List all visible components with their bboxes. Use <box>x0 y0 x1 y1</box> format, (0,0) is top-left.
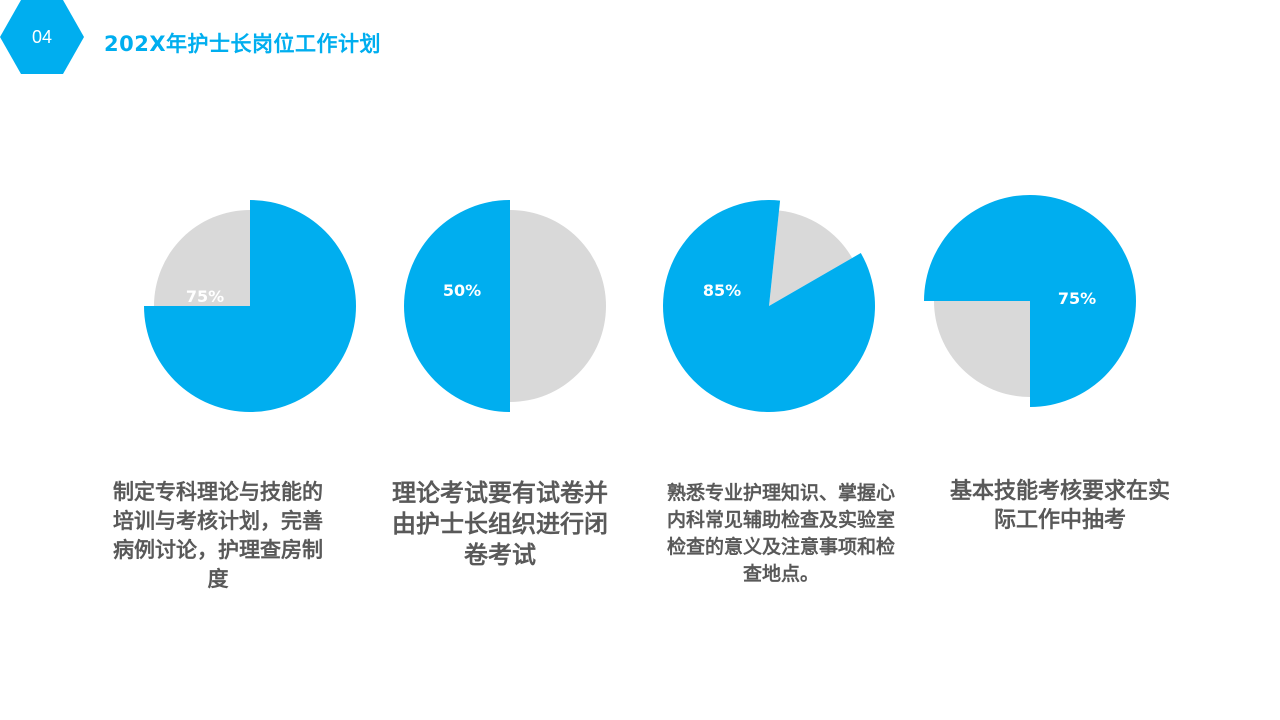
pie-slice-value <box>404 200 510 412</box>
slide-number-hexagon <box>0 0 84 74</box>
pie-chart-2: 50% <box>404 200 606 412</box>
pie-data-label: 85% <box>703 281 741 300</box>
pie-data-label: 75% <box>1058 289 1096 308</box>
pie-data-label: 75% <box>186 287 224 306</box>
pie-chart-4: 75% <box>924 195 1136 407</box>
pie-slice-value <box>144 200 356 412</box>
pie-slice-remainder <box>769 210 853 306</box>
caption-3: 熟悉专业护理知识、掌握心 内科常见辅助检查及实验室 检查的意义及注意事项和检 查… <box>666 482 895 585</box>
pie-slice-remainder <box>510 210 606 402</box>
caption-4: 基本技能考核要求在实 际工作中抽考 <box>949 479 1170 533</box>
pie-data-label: 50% <box>443 281 481 300</box>
caption-2: 理论考试要有试卷并 由护士长组织进行闭 卷考试 <box>392 479 608 569</box>
slide-number: 04 <box>31 27 53 47</box>
pie-chart-1: 75% <box>144 200 356 412</box>
slide-title: 202X年护士长岗位工作计划 <box>104 32 382 56</box>
pie-slice-value <box>663 199 876 412</box>
pie-slice-remainder <box>154 210 250 306</box>
pie-slice-value <box>924 195 1136 407</box>
caption-1: 制定专科理论与技能的 培训与考核计划，完善 病例讨论，护理查房制 度 <box>113 480 323 591</box>
pie-slice-remainder <box>934 301 1030 397</box>
pie-chart-3: 85% <box>663 199 876 412</box>
